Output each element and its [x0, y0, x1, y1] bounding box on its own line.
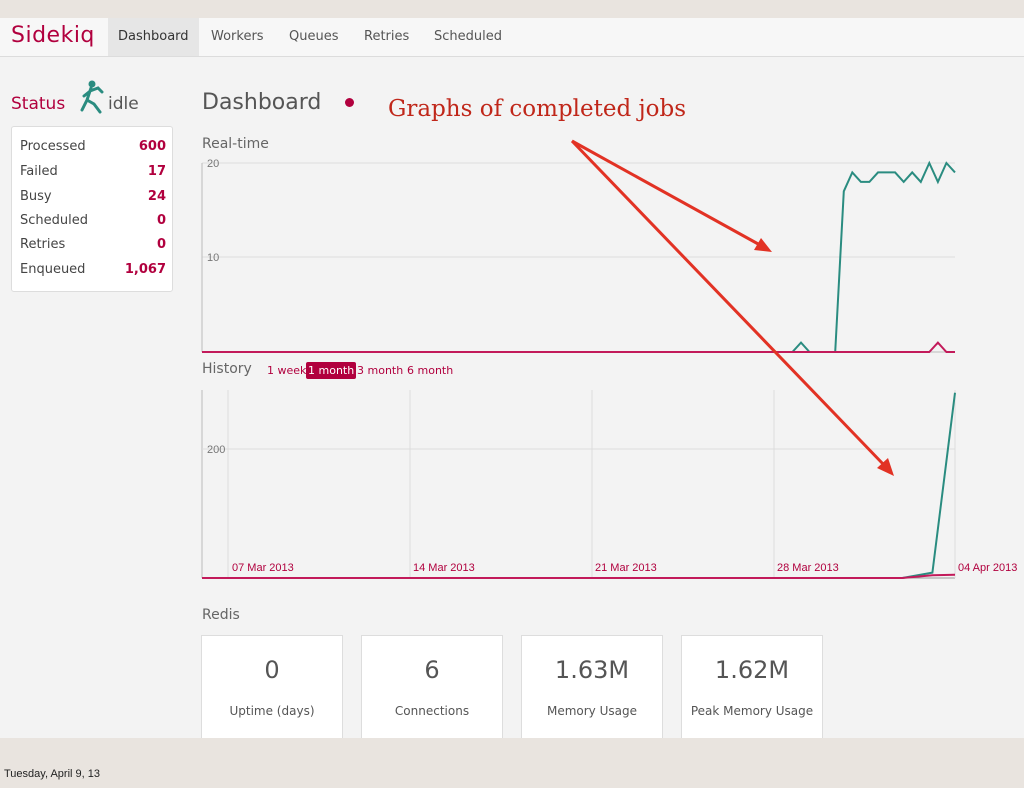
- live-poll-dot-icon[interactable]: [345, 98, 354, 107]
- summary-panel: Processed 600 Failed 17 Busy 24 Schedule…: [11, 126, 173, 292]
- history-x-tick: 21 Mar 2013: [595, 562, 657, 574]
- summary-value: 0: [156, 237, 166, 252]
- history-chart: 200 07 Mar 2013 14 Mar 2013 21 Mar 2013 …: [201, 390, 1017, 579]
- history-tick-200: 200: [207, 444, 225, 456]
- summary-label: Failed: [20, 164, 58, 179]
- summary-label: Retries: [20, 237, 66, 252]
- summary-value: 1,067: [124, 262, 166, 277]
- realtime-label: Real-time: [202, 136, 269, 152]
- navbar: Sidekiq Dashboard Workers Queues Retries…: [0, 18, 1024, 57]
- redis-value: 1.63M: [554, 656, 630, 684]
- running-figure-icon: [80, 80, 106, 118]
- annotation-text: Graphs of completed jobs: [388, 96, 687, 122]
- history-x-tick: 14 Mar 2013: [413, 562, 475, 574]
- tab-workers[interactable]: Workers: [211, 29, 264, 44]
- range-1-week[interactable]: 1 week: [267, 364, 307, 377]
- redis-label: Redis: [202, 607, 240, 623]
- realtime-chart: 10 20: [201, 158, 956, 353]
- realtime-tick-20: 20: [207, 158, 219, 170]
- summary-row-scheduled[interactable]: Scheduled 0: [20, 209, 166, 233]
- redis-value: 0: [264, 656, 280, 684]
- history-x-tick: 07 Mar 2013: [232, 562, 294, 574]
- redis-stat-label: Peak Memory Usage: [690, 704, 814, 718]
- history-series-line-1: [202, 573, 956, 579]
- redis-stat-connections: 6 Connections: [361, 635, 503, 738]
- annotation-arrow: [571, 139, 761, 247]
- tab-queues[interactable]: Queues: [289, 29, 339, 44]
- annotation-arrowhead: [754, 238, 772, 252]
- summary-value: 24: [147, 189, 166, 204]
- summary-label: Busy: [20, 189, 52, 204]
- summary-row-failed[interactable]: Failed 17: [20, 160, 166, 184]
- status-state: idle: [108, 94, 139, 114]
- summary-row-enqueued[interactable]: Enqueued 1,067: [20, 258, 166, 282]
- redis-stat-label: Connections: [394, 704, 470, 718]
- annotation-arrowhead: [877, 458, 894, 476]
- brand-logo[interactable]: Sidekiq: [11, 23, 95, 48]
- history-x-tick: 04 Apr 2013: [958, 562, 1017, 574]
- charts-canvas: 10 20 200 07 Mar 2013 14 Mar 2013 21 Mar…: [201, 139, 1017, 579]
- redis-value: 1.62M: [714, 656, 790, 684]
- summary-value: 600: [138, 139, 166, 154]
- redis-value: 6: [424, 656, 440, 684]
- redis-stat-peak-memory: 1.62M Peak Memory Usage: [681, 635, 823, 738]
- summary-label: Processed: [20, 139, 86, 154]
- summary-row-retries[interactable]: Retries 0: [20, 233, 166, 257]
- redis-stat-memory: 1.63M Memory Usage: [521, 635, 663, 738]
- range-3-month[interactable]: 3 month: [357, 364, 404, 377]
- redis-stat-uptime: 0 Uptime (days): [201, 635, 343, 738]
- summary-label: Enqueued: [20, 262, 86, 277]
- history-x-tick: 28 Mar 2013: [777, 562, 839, 574]
- realtime-series-line-1: [202, 341, 955, 353]
- summary-value: 0: [156, 213, 166, 228]
- summary-label: Scheduled: [20, 213, 88, 228]
- annotation-arrow: [570, 139, 886, 467]
- status-title: Status: [11, 94, 66, 114]
- realtime-tick-10: 10: [207, 252, 219, 264]
- annotation-arrows: [570, 139, 894, 476]
- range-6-month[interactable]: 6 month: [407, 364, 454, 377]
- page-title: Dashboard: [202, 90, 322, 115]
- redis-stat-label: Uptime (days): [229, 704, 315, 718]
- tab-retries[interactable]: Retries: [364, 29, 410, 44]
- redis-stat-label: Memory Usage: [546, 704, 637, 718]
- sidekiq-window: Sidekiq Dashboard Workers Queues Retries…: [0, 18, 1024, 738]
- summary-row-busy[interactable]: Busy 24: [20, 185, 166, 209]
- tab-dashboard[interactable]: Dashboard: [108, 18, 199, 56]
- slide-date: Tuesday, April 9, 13: [4, 768, 100, 780]
- summary-row-processed[interactable]: Processed 600: [20, 135, 166, 159]
- range-1-month[interactable]: 1 month: [306, 362, 357, 379]
- tab-scheduled[interactable]: Scheduled: [434, 29, 502, 44]
- history-label: History: [202, 361, 252, 377]
- summary-value: 17: [147, 164, 166, 179]
